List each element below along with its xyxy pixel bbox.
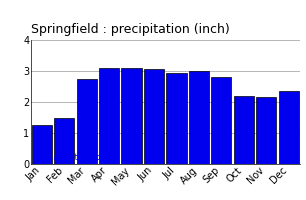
Bar <box>278 91 299 164</box>
Bar <box>99 68 119 164</box>
Bar <box>211 77 231 164</box>
Bar <box>256 97 276 164</box>
Bar <box>234 96 254 164</box>
Bar <box>54 117 74 164</box>
Bar <box>121 68 142 164</box>
Bar <box>32 125 52 164</box>
Bar <box>189 71 209 164</box>
Bar <box>76 79 97 164</box>
Bar <box>144 69 164 164</box>
Text: Springfield : precipitation (inch): Springfield : precipitation (inch) <box>31 23 230 36</box>
Bar <box>166 73 187 164</box>
Text: www.allmetsat.com: www.allmetsat.com <box>33 153 108 162</box>
